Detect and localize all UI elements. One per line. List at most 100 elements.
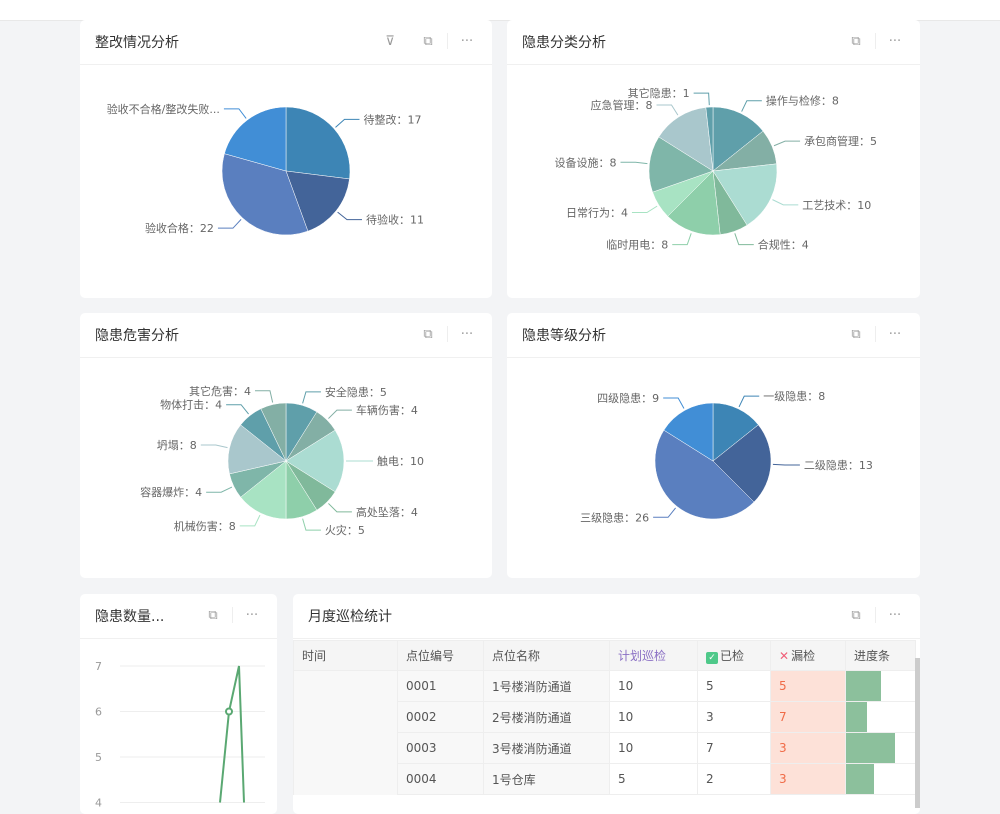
table-row[interactable]: 0001 1号楼消防通道 10 5 5 [293,670,916,702]
slice-label: 验收不合格/整改失败... [107,102,220,116]
pie-slice[interactable] [663,402,714,462]
pie-slice[interactable] [260,402,287,462]
y-tick-label: 6 [95,706,102,719]
more-icon[interactable]: ··· [460,33,474,49]
pie-slice[interactable] [240,460,287,520]
cell-code: 0004 [397,763,484,795]
expand-icon[interactable]: ⧉ [208,607,218,623]
slice-label: 一级隐患：8 [763,390,825,403]
cell-miss: 5 [770,670,846,702]
label-line [302,518,321,531]
label-line [734,233,754,246]
slice-label: 容器爆炸：4 [140,485,202,499]
slice-label: 承包商管理：5 [804,134,877,148]
slice-label: 应急管理：8 [591,98,653,112]
col-name[interactable]: 点位名称 [483,640,610,671]
pie-slice[interactable] [654,429,755,520]
col-code[interactable]: 点位编号 [397,640,484,671]
slice-label: 日常行为：4 [566,206,628,219]
expand-icon[interactable]: ⧉ [851,326,861,342]
label-line [672,233,692,246]
pie-slice[interactable] [705,106,714,172]
pie-slice[interactable] [712,106,764,172]
label-line [328,503,352,513]
pie-slice[interactable] [285,106,351,180]
card-title: 隐患危害分析 [95,328,179,344]
pie-slice[interactable] [285,429,345,493]
col-done-label: 已检 [720,649,745,663]
label-line [772,199,799,206]
more-icon[interactable]: ··· [888,33,902,49]
cell-time [293,763,398,795]
cell-done: 5 [697,670,771,702]
table-row[interactable]: 0003 3号楼消防通道 10 7 3 [293,732,916,764]
expand-icon[interactable]: ⧉ [423,33,433,49]
pie-chart-harm: 安全隐患：5 车辆伤害：4 触电：10 高处坠落：4 火灾：5 机械伤害：8 容器爆炸：4 坍… [140,384,424,537]
card-title: 隐患分类分析 [522,35,606,51]
slice-label: 安全隐患：5 [325,385,387,399]
pie-slice[interactable] [712,163,778,226]
check-icon: ✓ [706,652,718,664]
slice-label: 车辆伤害：4 [356,403,418,417]
slice-label: 待验收：11 [366,213,424,227]
filter-icon[interactable]: ⊽ [385,33,395,49]
pie-slice[interactable] [712,424,772,503]
col-plan[interactable]: 计划巡检 [609,640,698,671]
more-icon[interactable]: ··· [460,326,474,342]
slice-label: 二级隐患：13 [804,459,873,472]
cross-icon: ✕ [779,649,790,663]
table-scrollbar[interactable] [915,658,920,808]
pie-slice[interactable] [667,170,721,236]
more-icon[interactable]: ··· [888,326,902,342]
pie-slice[interactable] [221,153,309,236]
slice-label: 其它隐患：1 [628,86,690,100]
label-line [773,140,801,147]
progress-bar [846,733,895,763]
progress-bar [846,764,874,794]
expand-icon[interactable]: ⧉ [423,326,433,342]
card-count: 隐患数量... ⧉ ··· 7 6 5 4 [80,594,277,814]
slice-label: 坍塌：8 [157,438,197,452]
pie-slice[interactable] [712,402,759,462]
card-title: 整改情况分析 [95,35,179,51]
table-row[interactable]: 0004 1号仓库 5 2 3 [293,763,916,795]
cell-code: 0001 [397,670,484,702]
col-progress[interactable]: 进度条 [845,640,916,671]
slice-label: 合规性：4 [758,238,809,252]
slice-label: 设备设施：8 [554,155,616,169]
pie-slice[interactable] [224,106,287,172]
more-icon[interactable]: ··· [888,607,902,623]
line-chart-count: 7 6 5 4 [95,660,265,810]
cell-name: 1号楼消防通道 [483,670,610,702]
card-title: 月度巡检统计 [308,609,392,625]
label-line [663,397,685,409]
expand-icon[interactable]: ⧉ [851,607,861,623]
slice-label: 高处坠落：4 [356,505,418,519]
slice-label: 临时用电：8 [606,238,668,252]
col-time[interactable]: 时间 [293,640,398,671]
col-done[interactable]: ✓ 已检 [697,640,771,671]
table-row[interactable]: 0002 2号楼消防通道 10 3 7 [293,701,916,733]
pie-chart-rectify: 待整改：17 待验收：11 验收合格：22 验收不合格/整改失败... [107,102,424,236]
label-line [206,486,233,493]
expand-icon[interactable]: ⧉ [851,33,861,49]
cell-miss: 3 [770,732,846,764]
cell-code: 0003 [397,732,484,764]
more-icon[interactable]: ··· [245,607,259,623]
pie-slice[interactable] [285,170,350,232]
pie-slice[interactable] [227,424,287,475]
slice-label: 物体打击：4 [160,398,222,412]
slice-label: 触电：10 [377,454,424,468]
card-category: 隐患分类分析 ⧉ ··· 操作与检修：8 承包商管理：5 工艺技术：10 合规性：4 临时… [507,20,920,298]
slice-label: 操作与检修：8 [766,94,839,108]
pie-slice[interactable] [648,136,714,193]
cell-time [293,732,398,764]
cell-progress [845,670,916,702]
y-tick-label: 5 [95,751,102,764]
col-miss[interactable]: ✕ 漏检 [770,640,846,671]
data-point[interactable] [225,707,233,716]
slice-label: 验收合格：22 [145,221,214,235]
label-line [656,104,679,116]
cell-time [293,670,398,702]
pie-slice[interactable] [658,107,714,172]
